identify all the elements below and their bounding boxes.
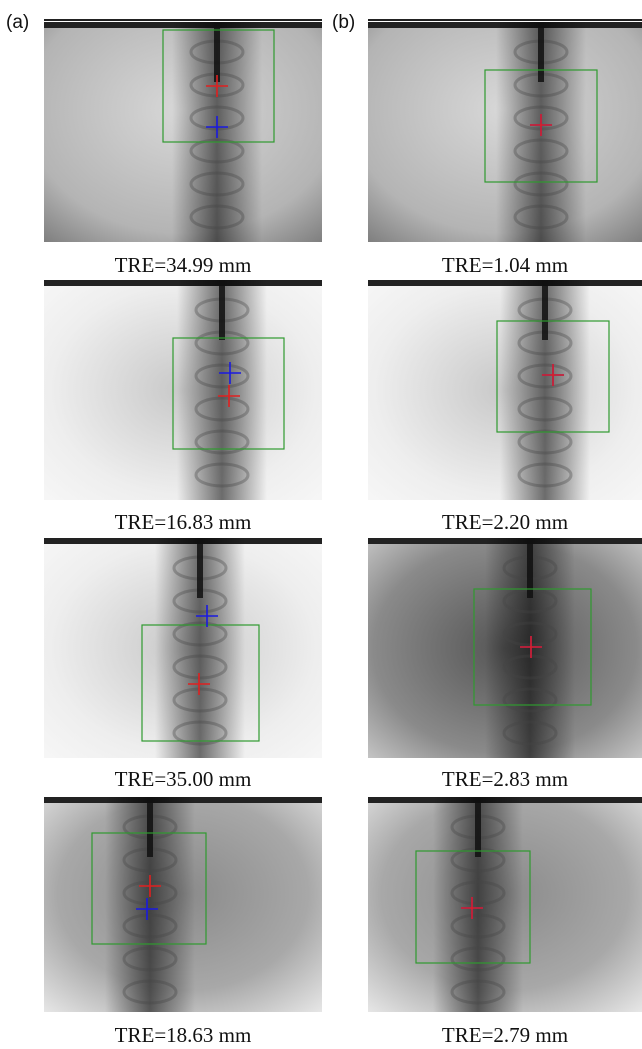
instrument (542, 280, 548, 340)
caption: TRE=2.83 mm (442, 767, 568, 791)
caption: TRE=1.04 mm (442, 253, 568, 277)
instrument (538, 22, 544, 82)
xray-panel (368, 280, 642, 500)
xray-panel (44, 538, 322, 758)
column-label: (b) (332, 12, 355, 33)
caption: TRE=34.99 mm (115, 253, 252, 277)
caption: TRE=16.83 mm (115, 510, 252, 534)
xray-panel (44, 280, 322, 500)
xray-panel (368, 22, 642, 242)
instrument (475, 797, 481, 857)
instrument (147, 797, 153, 857)
caption: TRE=18.63 mm (115, 1023, 252, 1047)
xray-panel (368, 797, 642, 1012)
xray-panel (44, 22, 322, 242)
caption: TRE=2.79 mm (442, 1023, 568, 1047)
caption: TRE=35.00 mm (115, 767, 252, 791)
instrument (214, 22, 220, 82)
figure: (a) (b) TRE=34.99 mm TRE=1.04 mm TRE=16.83… (0, 0, 642, 1049)
instrument (219, 280, 225, 340)
caption: TRE=2.20 mm (442, 510, 568, 534)
instrument (197, 538, 203, 598)
xray-panel (44, 797, 322, 1012)
column-label: (a) (6, 12, 29, 33)
xray-panel (368, 538, 642, 758)
